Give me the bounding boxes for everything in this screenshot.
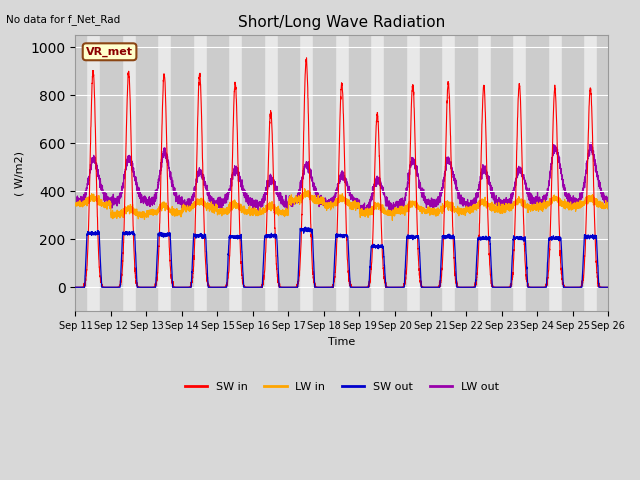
Line: LW out: LW out	[76, 143, 608, 216]
SW in	[72, 284, 79, 290]
Bar	[314, 36, 324, 311]
SW in	[604, 284, 611, 290]
Bar	[218, 36, 228, 311]
SW in	[322, 284, 330, 290]
LW in	[461, 206, 469, 212]
Bar	[526, 36, 537, 311]
Bar	[395, 36, 406, 311]
LW in	[604, 201, 611, 207]
LW out	[167, 175, 175, 180]
Bar	[253, 36, 264, 311]
Bar	[597, 36, 608, 311]
Bar	[136, 36, 147, 311]
LW out	[362, 213, 369, 218]
Bar	[100, 36, 111, 311]
Bar	[491, 36, 502, 311]
SW in	[303, 55, 310, 61]
SW in	[81, 284, 88, 290]
Text: No data for f_Net_Rad: No data for f_Net_Rad	[6, 14, 121, 25]
Bar	[420, 36, 431, 311]
LW out	[461, 201, 469, 206]
Line: SW in: SW in	[76, 58, 608, 287]
SW in	[461, 284, 469, 290]
LW out	[492, 197, 499, 203]
LW in	[604, 202, 612, 207]
Bar	[182, 36, 193, 311]
Bar	[562, 36, 573, 311]
Line: SW out: SW out	[76, 227, 608, 287]
Title: Short/Long Wave Radiation: Short/Long Wave Radiation	[238, 15, 445, 30]
LW in	[432, 209, 440, 215]
Y-axis label: ( W/m2): ( W/m2)	[15, 151, 25, 196]
Bar	[456, 36, 466, 311]
LW out	[604, 199, 611, 205]
Bar	[360, 36, 370, 311]
LW out	[322, 196, 330, 202]
SW in	[432, 284, 440, 290]
Bar	[243, 36, 253, 311]
LW in	[72, 201, 79, 207]
X-axis label: Time: Time	[328, 336, 355, 347]
Bar	[537, 36, 548, 311]
Bar	[466, 36, 477, 311]
SW in	[492, 284, 499, 290]
SW out	[72, 284, 79, 290]
SW out	[301, 224, 309, 230]
Bar	[502, 36, 512, 311]
Bar	[431, 36, 441, 311]
SW out	[461, 284, 469, 290]
SW out	[492, 284, 499, 290]
Bar	[289, 36, 299, 311]
LW in	[301, 186, 308, 192]
Bar	[385, 36, 395, 311]
LW out	[588, 140, 595, 146]
SW in	[168, 276, 175, 282]
SW out	[604, 284, 612, 290]
Bar	[573, 36, 583, 311]
LW in	[388, 217, 396, 223]
LW out	[72, 201, 79, 206]
Bar	[172, 36, 182, 311]
SW out	[432, 284, 440, 290]
SW out	[167, 251, 175, 256]
Bar	[147, 36, 157, 311]
Bar	[207, 36, 218, 311]
SW out	[604, 284, 611, 290]
Bar	[349, 36, 360, 311]
LW out	[604, 198, 612, 204]
Line: LW in: LW in	[76, 189, 608, 220]
Bar	[278, 36, 289, 311]
Bar	[76, 36, 86, 311]
Legend: SW in, LW in, SW out, LW out: SW in, LW in, SW out, LW out	[180, 377, 503, 396]
LW out	[432, 201, 440, 206]
Text: VR_met: VR_met	[86, 47, 133, 57]
LW in	[167, 209, 175, 215]
SW out	[322, 284, 330, 290]
Bar	[111, 36, 122, 311]
LW in	[322, 202, 330, 207]
LW in	[492, 205, 499, 211]
Bar	[324, 36, 335, 311]
SW in	[604, 284, 612, 290]
